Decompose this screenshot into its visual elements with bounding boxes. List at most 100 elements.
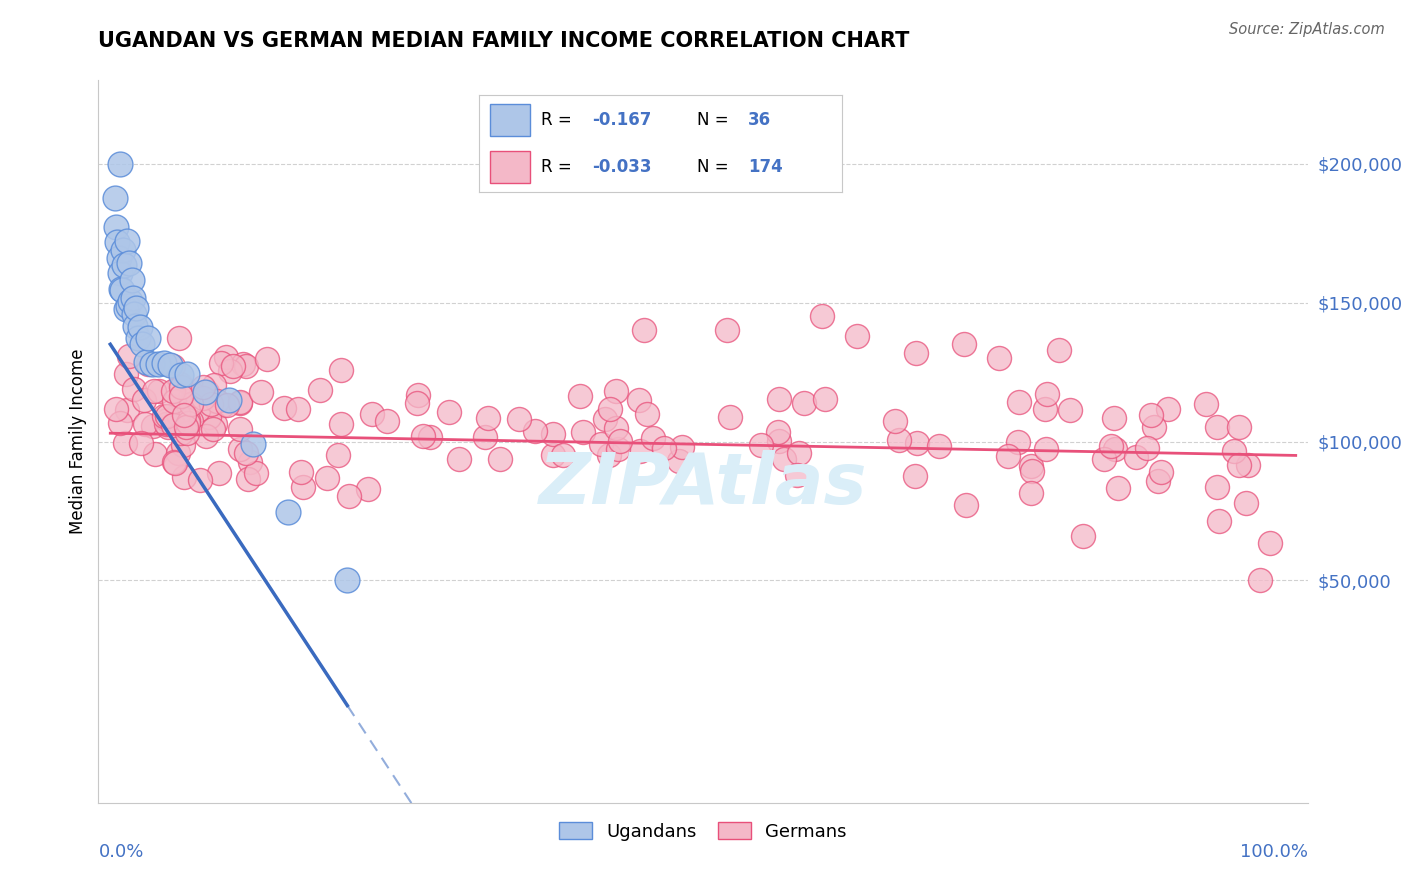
Point: [169, 380, 191, 394]
Point: [474, 430, 496, 444]
Point: [207, 394, 229, 409]
Point: [1047, 343, 1070, 357]
Point: [173, 408, 195, 422]
Point: [636, 408, 658, 422]
Point: [108, 156, 131, 170]
Point: [904, 469, 927, 483]
Point: [170, 368, 193, 382]
Point: [167, 331, 190, 345]
Point: [408, 388, 430, 402]
Point: [104, 190, 127, 204]
Point: [166, 446, 188, 460]
Point: [142, 384, 165, 399]
Point: [176, 420, 198, 434]
Text: 100.0%: 100.0%: [1240, 843, 1308, 861]
Point: [988, 351, 1011, 366]
Point: [141, 358, 163, 372]
Point: [447, 452, 470, 467]
Point: [108, 416, 131, 430]
Point: [952, 337, 974, 351]
Point: [129, 435, 152, 450]
Point: [218, 392, 240, 407]
Point: [1227, 458, 1250, 472]
Point: [412, 429, 434, 443]
Point: [1206, 480, 1229, 494]
Point: [193, 380, 215, 394]
Point: [135, 355, 157, 369]
Point: [1104, 410, 1126, 425]
Point: [607, 442, 630, 456]
Point: [361, 407, 384, 421]
Point: [156, 413, 179, 427]
Point: [1147, 474, 1170, 488]
Point: [572, 425, 595, 439]
Point: [173, 409, 195, 424]
Point: [277, 505, 299, 519]
Point: [197, 384, 219, 399]
Point: [191, 391, 214, 405]
Point: [1092, 452, 1115, 467]
Point: [1007, 435, 1029, 450]
Point: [309, 383, 332, 397]
Point: [477, 410, 499, 425]
Point: [1258, 536, 1281, 550]
Point: [1059, 403, 1081, 417]
Point: [215, 399, 238, 413]
Point: [179, 390, 201, 404]
Point: [207, 466, 229, 480]
Point: [508, 411, 530, 425]
Point: [955, 498, 977, 512]
Point: [229, 395, 252, 409]
Point: [326, 448, 349, 462]
Point: [290, 465, 312, 479]
Point: [1206, 420, 1229, 434]
Point: [200, 397, 222, 411]
Point: [439, 405, 461, 419]
Point: [121, 291, 143, 305]
Point: [1107, 481, 1129, 495]
Point: [905, 436, 928, 450]
Point: [336, 574, 359, 588]
Point: [773, 451, 796, 466]
Point: [165, 411, 187, 425]
Point: [180, 397, 202, 411]
Point: [176, 413, 198, 427]
Point: [671, 440, 693, 454]
Point: [173, 470, 195, 484]
Point: [202, 377, 225, 392]
Point: [633, 323, 655, 337]
Point: [256, 351, 278, 366]
Point: [605, 384, 627, 398]
Point: [1195, 397, 1218, 411]
Point: [242, 437, 264, 451]
Point: [292, 480, 315, 494]
Point: [129, 319, 152, 334]
Point: [162, 418, 184, 433]
Point: [169, 376, 191, 391]
Point: [541, 427, 564, 442]
Point: [641, 431, 664, 445]
Point: [163, 455, 186, 469]
Text: 0.0%: 0.0%: [98, 843, 143, 861]
Text: Source: ZipAtlas.com: Source: ZipAtlas.com: [1229, 22, 1385, 37]
Point: [605, 421, 627, 435]
Point: [124, 319, 146, 334]
Point: [112, 243, 135, 257]
Point: [122, 307, 145, 321]
Point: [236, 472, 259, 486]
Point: [716, 323, 738, 337]
Point: [330, 363, 353, 377]
Point: [115, 234, 138, 248]
Point: [176, 417, 198, 431]
Point: [134, 392, 156, 407]
Point: [114, 301, 136, 316]
Point: [183, 388, 205, 402]
Point: [654, 441, 676, 455]
Point: [768, 392, 790, 406]
Point: [569, 389, 592, 403]
Point: [553, 448, 575, 462]
Point: [1237, 458, 1260, 472]
Point: [793, 396, 815, 410]
Point: [287, 401, 309, 416]
Point: [1021, 486, 1043, 500]
